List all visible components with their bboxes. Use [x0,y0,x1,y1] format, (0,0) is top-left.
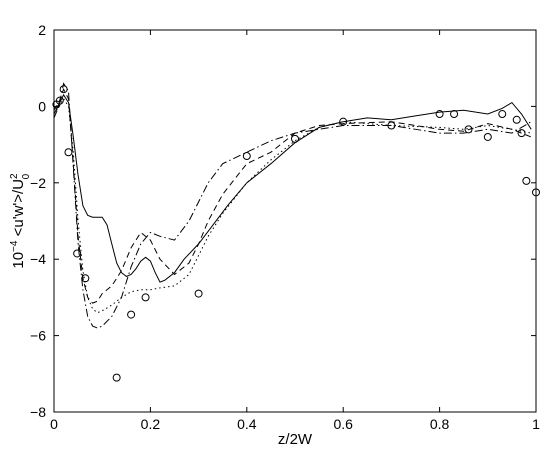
y-tick-label: −4 [30,251,46,267]
circle-marker [64,148,73,157]
circle-marker [498,110,507,119]
circle-marker [291,134,299,143]
y-axis-label: 10−4 <u'w'>/U20 [9,173,32,269]
circle-marker [450,110,459,119]
circle-marker [194,289,203,298]
circle-marker [81,274,90,283]
circle-marker [512,115,521,124]
circle-marker [517,129,526,138]
circle-marker [464,125,473,134]
circle-marker [73,249,82,258]
y-axis-label-exponent: −4 [9,240,20,252]
y-tick-label: −8 [30,404,46,420]
y-tick-label: 2 [38,22,46,38]
y-axis-label-subscript: 0 [21,173,32,179]
circle-marker [112,373,121,382]
circle-marker [532,188,540,197]
circle-marker [339,117,348,126]
y-tick-label: −2 [30,175,46,191]
circle-marker [387,121,396,130]
x-tick-label: 1 [532,416,540,432]
tick-labels: 0 0.2 0.4 0.6 0.8 1 −8 −6 −4 −2 0 2 [30,22,540,432]
series-line-solid [53,93,532,283]
circle-marker [127,310,136,319]
series-line-dashdot [53,82,532,329]
series-line-dotted [53,97,532,314]
x-axis-label: z/2W [278,431,313,448]
circle-marker [59,85,68,94]
y-axis-label-superscript: 2 [9,173,20,179]
x-tick-label: 0.6 [333,416,353,432]
x-tick-label: 0.8 [430,416,450,432]
circle-marker [55,96,64,105]
y-axis-label-base: 10 [10,252,27,269]
circle-marker [522,176,531,185]
series-line-dashed [53,87,532,304]
circle-marker [242,152,251,161]
circle-marker [435,110,444,119]
x-tick-label: 0.4 [237,416,257,432]
y-tick-label: 0 [38,98,46,114]
tick-marks [53,29,537,413]
data-markers [52,85,540,382]
circle-marker [141,293,150,302]
x-tick-label: 0.2 [141,416,161,432]
y-tick-label: −6 [30,328,46,344]
x-tick-label: 0 [50,416,58,432]
series-lines [53,82,532,329]
circle-marker [483,132,492,141]
y-axis-label-main: <u'w'>/U [10,179,27,241]
plot-frame [53,29,537,413]
